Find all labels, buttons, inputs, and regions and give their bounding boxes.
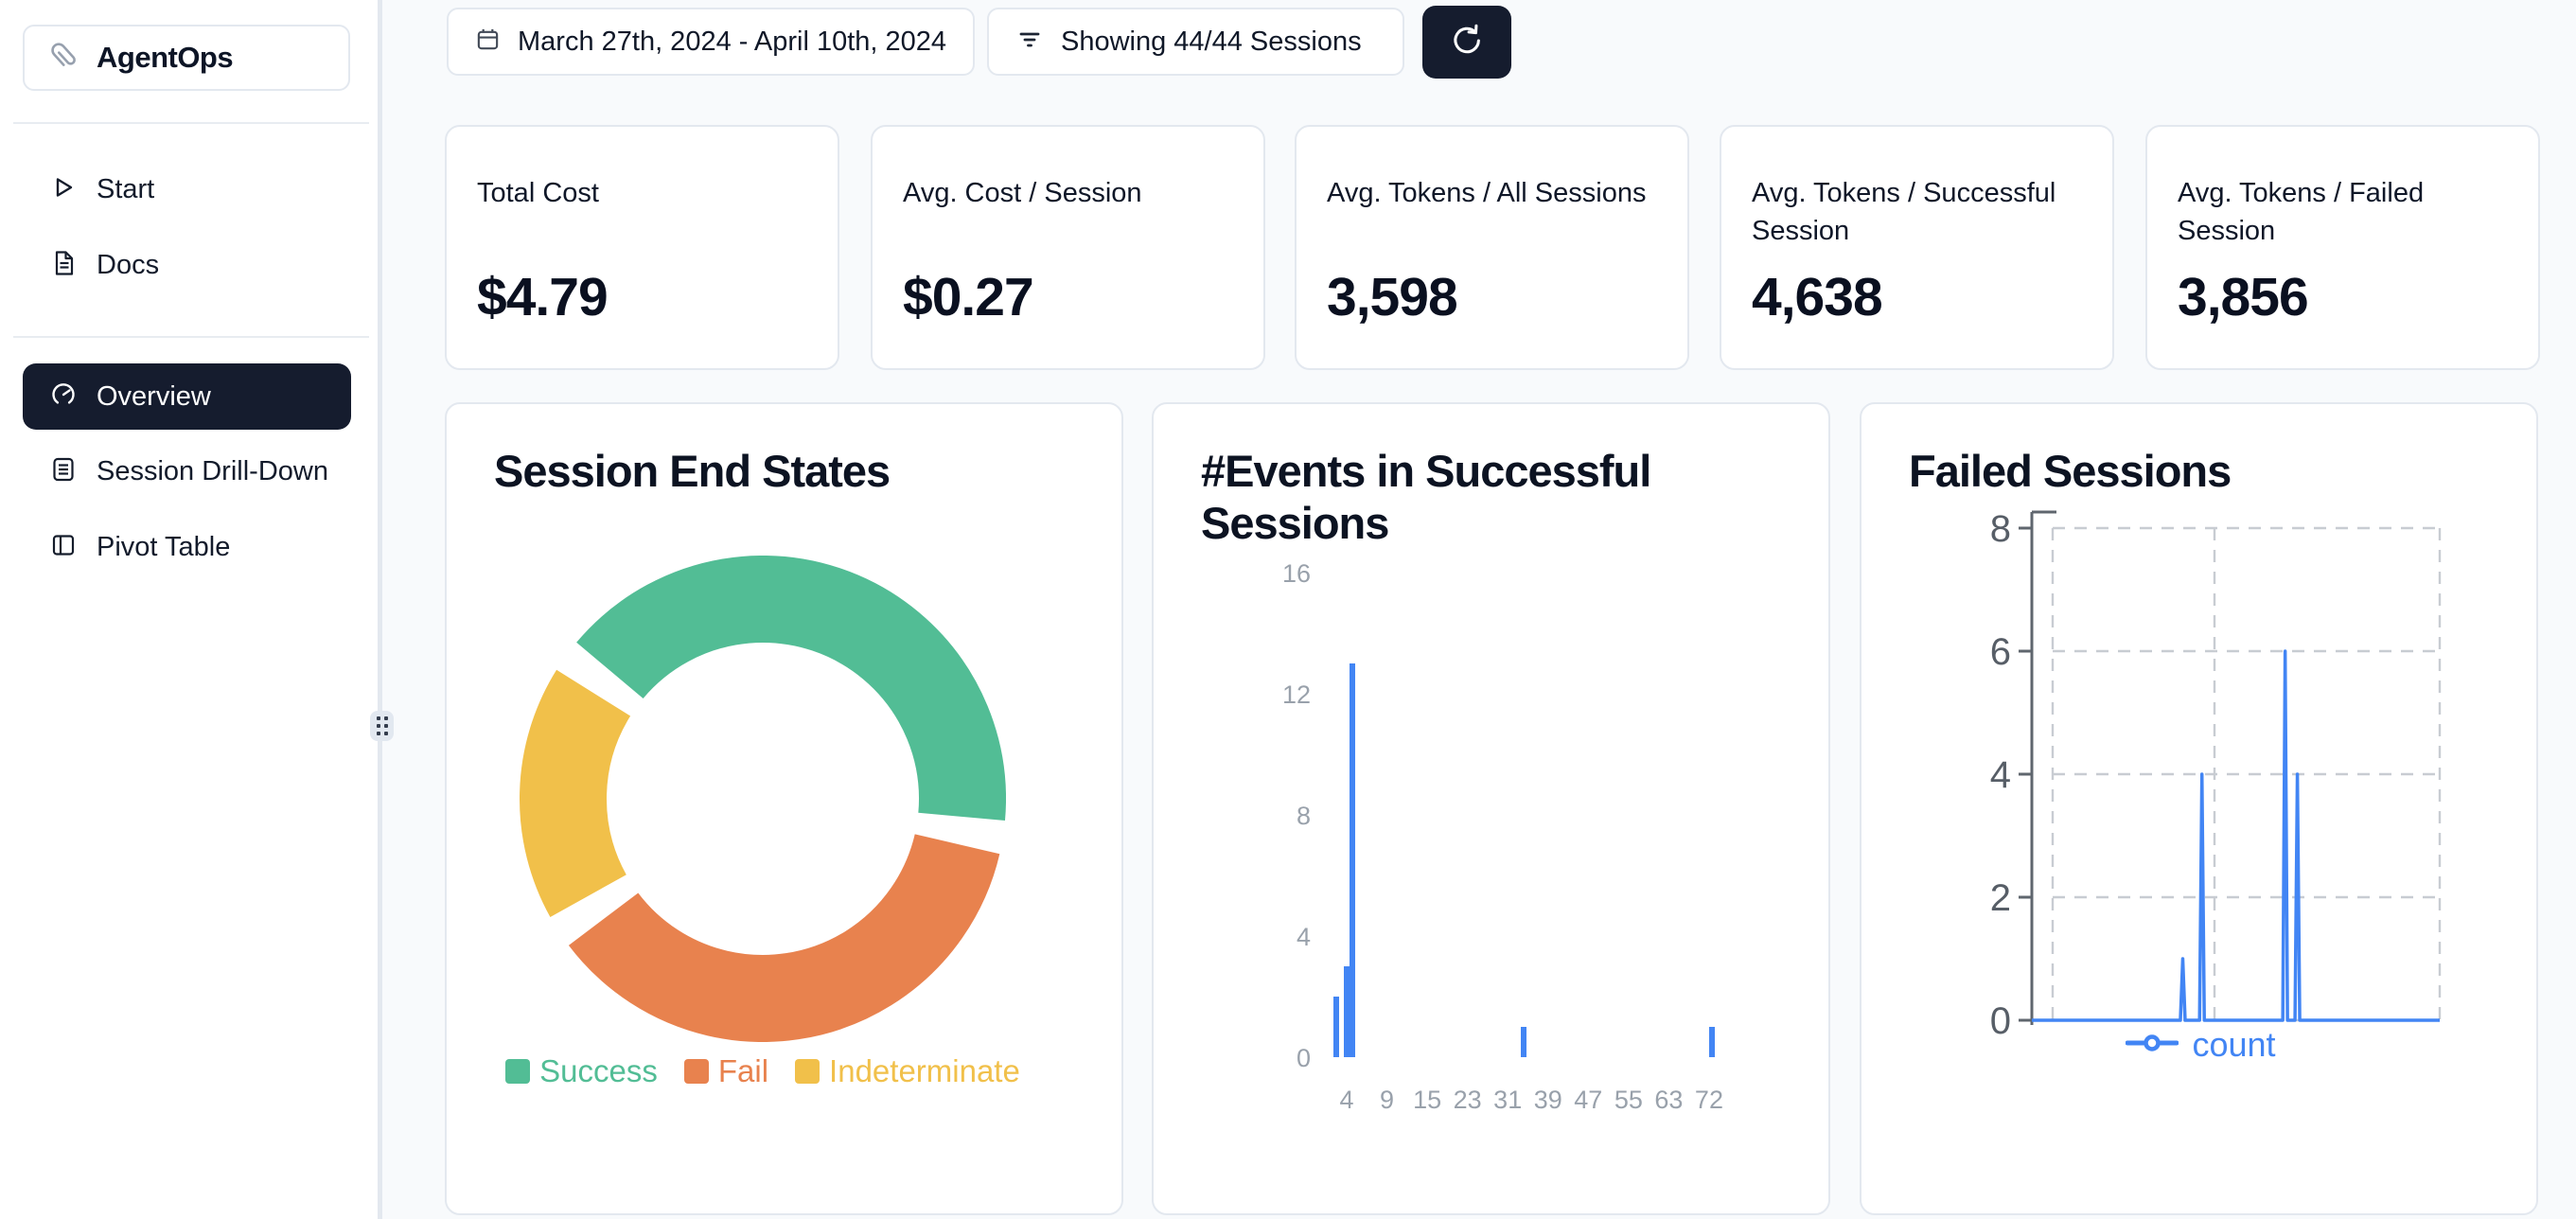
- stat-card-avg-tokens-successful: Avg. Tokens / Successful Session 4,638: [1720, 125, 2114, 370]
- gauge-icon: [49, 380, 78, 414]
- stat-value: 3,856: [2178, 267, 2309, 327]
- legend-item-fail[interactable]: Fail: [683, 1053, 768, 1089]
- stat-value: 3,598: [1327, 267, 1458, 327]
- stat-label: Avg. Cost / Session: [903, 178, 1142, 208]
- svg-text:4: 4: [1339, 1086, 1353, 1114]
- svg-text:23: 23: [1454, 1086, 1482, 1114]
- session-end-states-card: Session End States Success Fail Indeterm…: [445, 402, 1123, 1215]
- stat-value: $4.79: [477, 267, 609, 327]
- refresh-icon: [1447, 21, 1487, 63]
- stat-label: Total Cost: [477, 178, 599, 208]
- stat-card-total-cost: Total Cost $4.79: [445, 125, 839, 370]
- svg-text:63: 63: [1654, 1086, 1683, 1114]
- play-icon: [49, 173, 78, 206]
- stat-card-avg-tokens-all: Avg. Tokens / All Sessions 3,598: [1295, 125, 1689, 370]
- count-legend[interactable]: count: [1861, 1025, 2540, 1065]
- svg-text:15: 15: [1413, 1086, 1441, 1114]
- docs-icon: [49, 249, 78, 282]
- panel-left-icon: [49, 531, 78, 564]
- sessions-filter-label: Showing 44/44 Sessions: [1061, 26, 1362, 57]
- failed-sessions-card: Failed Sessions 0 2 4 6 8 count: [1860, 402, 2538, 1215]
- filter-lines-icon: [1015, 26, 1044, 59]
- donut-legend: Success Fail Indeterminate: [447, 1053, 1079, 1089]
- sidebar-item-start[interactable]: Start: [23, 157, 360, 221]
- legend-item-success[interactable]: Success: [505, 1053, 658, 1089]
- chart-title: #Events in Successful Sessions: [1201, 446, 1651, 548]
- legend-item-indeterminate[interactable]: Indeterminate: [795, 1053, 1020, 1089]
- agentops-logo-icon: [44, 37, 81, 80]
- stat-value: 4,638: [1752, 267, 1883, 327]
- svg-text:31: 31: [1493, 1086, 1522, 1114]
- indeterminate-swatch: [795, 1059, 820, 1084]
- svg-text:4: 4: [1990, 754, 2011, 796]
- svg-text:8: 8: [1297, 802, 1311, 830]
- svg-text:6: 6: [1990, 631, 2011, 673]
- svg-text:0: 0: [1297, 1044, 1311, 1072]
- calendar-icon: [475, 26, 501, 57]
- stat-label: Avg. Tokens / Failed Session: [2178, 178, 2425, 246]
- svg-text:39: 39: [1534, 1086, 1562, 1114]
- date-range-picker[interactable]: March 27th, 2024 - April 10th, 2024: [447, 8, 975, 76]
- svg-text:4: 4: [1297, 923, 1311, 951]
- svg-text:9: 9: [1380, 1086, 1394, 1114]
- chart-title: Failed Sessions: [1909, 446, 2232, 496]
- sidebar-divider: [13, 336, 369, 338]
- sidebar-divider: [13, 122, 369, 124]
- svg-text:0: 0: [1990, 1000, 2011, 1042]
- sidebar-item-docs[interactable]: Docs: [23, 233, 360, 297]
- sidebar-item-pivot-table[interactable]: Pivot Table: [23, 515, 360, 579]
- svg-text:8: 8: [1990, 508, 2011, 550]
- sidebar-item-session-drill-down[interactable]: Session Drill-Down: [23, 439, 360, 504]
- stat-card-avg-cost-session: Avg. Cost / Session $0.27: [871, 125, 1265, 370]
- refresh-button[interactable]: [1422, 6, 1511, 79]
- svg-text:12: 12: [1282, 680, 1311, 709]
- sidebar: AgentOps Start Docs: [0, 0, 382, 1219]
- fail-swatch: [683, 1059, 709, 1084]
- stat-value: $0.27: [903, 267, 1034, 327]
- date-range-value: March 27th, 2024 - April 10th, 2024: [518, 26, 947, 57]
- line-series-icon: [2125, 1034, 2179, 1057]
- stat-card-avg-tokens-failed: Avg. Tokens / Failed Session 3,856: [2145, 125, 2540, 370]
- svg-text:55: 55: [1614, 1086, 1643, 1114]
- stat-label: Avg. Tokens / All Sessions: [1327, 178, 1647, 208]
- svg-text:16: 16: [1282, 559, 1311, 588]
- sessions-filter[interactable]: Showing 44/44 Sessions: [987, 8, 1404, 76]
- failed-sessions-line-chart: 0 2 4 6 8: [1990, 508, 2442, 1042]
- svg-text:72: 72: [1695, 1086, 1723, 1114]
- app-title: AgentOps: [97, 41, 234, 74]
- chart-title: Session End States: [494, 446, 891, 496]
- session-end-states-donut: [520, 556, 1006, 1042]
- success-swatch: [505, 1059, 531, 1084]
- logo[interactable]: AgentOps: [23, 25, 350, 91]
- sidebar-item-overview[interactable]: Overview: [23, 363, 351, 430]
- events-successful-sessions-card: #Events in Successful Sessions 0 4 8 12 16 4 9…: [1152, 402, 1830, 1215]
- svg-text:2: 2: [1990, 877, 2011, 919]
- sidebar-resize-handle[interactable]: [370, 711, 394, 741]
- stat-label: Avg. Tokens / Successful Session: [1752, 178, 2056, 246]
- document-lines-icon: [49, 455, 78, 488]
- svg-text:47: 47: [1574, 1086, 1602, 1114]
